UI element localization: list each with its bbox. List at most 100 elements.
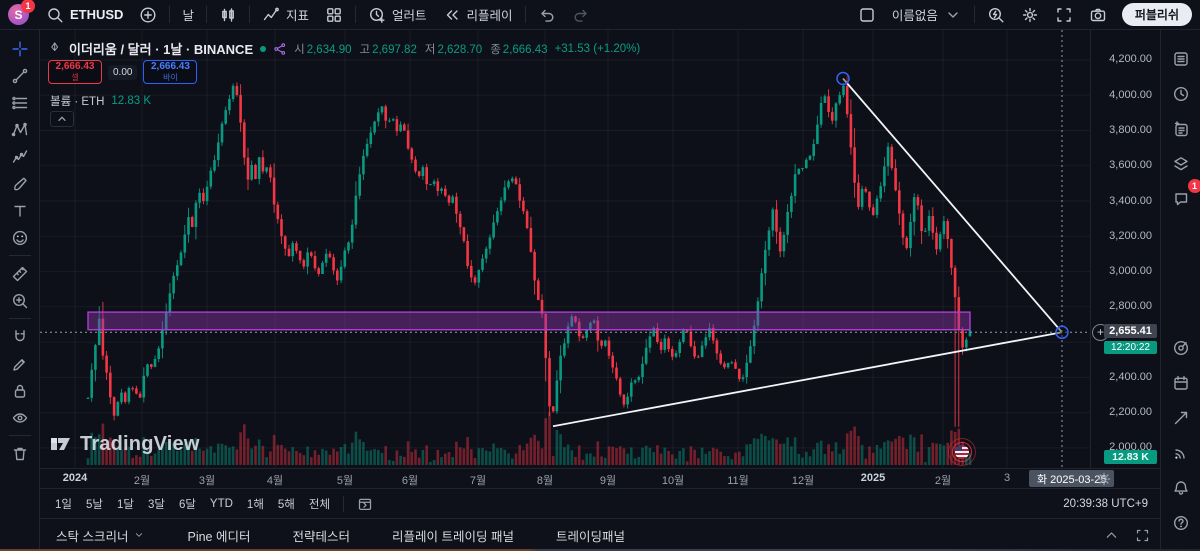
- range-button-1달[interactable]: 1달: [116, 498, 134, 511]
- fullscreen-button[interactable]: [1048, 3, 1080, 27]
- symbol-title[interactable]: 이더리움 / 달러 · 1날 · BINANCE: [50, 39, 253, 58]
- xabcd-pattern-tool[interactable]: [6, 116, 33, 143]
- range-button-전체[interactable]: 전체: [308, 498, 331, 511]
- axis-settings-gear-icon[interactable]: [1096, 471, 1112, 487]
- bottom-tab[interactable]: 스탁 스크리너: [56, 526, 145, 545]
- bottom-tab[interactable]: 전략테스터: [292, 526, 350, 545]
- xabcd-pattern-tool-icon: [11, 121, 29, 139]
- redo-button[interactable]: [565, 3, 597, 27]
- bottom-tab[interactable]: Pine 에디터: [187, 526, 250, 545]
- price-tick-label: 3,600.00: [1109, 159, 1152, 172]
- range-button-6달[interactable]: 6달: [178, 498, 196, 511]
- symbol-search-button[interactable]: ETHUSD: [39, 3, 130, 27]
- alerts-clock-button[interactable]: [1166, 79, 1196, 109]
- crosshair-tool[interactable]: [6, 35, 33, 62]
- publish-button[interactable]: 퍼블리쉬: [1121, 3, 1192, 26]
- drawing-mode-tool-icon: [11, 355, 29, 373]
- brush-tool[interactable]: [6, 170, 33, 197]
- spread-value: 0.00: [108, 64, 138, 80]
- save-layout-button[interactable]: [851, 3, 883, 27]
- strategy-path-icon: [1172, 409, 1190, 427]
- magnet-tool[interactable]: [6, 323, 33, 350]
- interval-button[interactable]: 날: [175, 3, 201, 27]
- range-button-5해[interactable]: 5해: [277, 498, 295, 511]
- price-tick-label: 4,000.00: [1109, 88, 1152, 101]
- undo-button[interactable]: [531, 3, 563, 27]
- hide-drawings-tool[interactable]: [6, 404, 33, 431]
- fib-lines-tool-icon: [11, 94, 29, 112]
- layout-name-label: 이름없음: [891, 9, 938, 23]
- toolbar-divider: [8, 255, 31, 256]
- drawing-mode-tool[interactable]: [6, 350, 33, 377]
- ohlc-values: 시 2,634.90 고 2,697.82 저 2,628.70 종 2,666.43: [294, 41, 547, 57]
- calendar-button[interactable]: [1166, 368, 1196, 398]
- time-tick-label: 2024: [62, 472, 88, 484]
- volume-value: 12.83 K: [111, 95, 152, 107]
- buy-button[interactable]: 2,666.43 바이: [143, 60, 198, 84]
- drawing-anchor-marker: [1055, 325, 1069, 340]
- quick-search-icon: [987, 6, 1005, 24]
- lock-drawings-tool[interactable]: [6, 377, 33, 404]
- share-nodes-icon[interactable]: [273, 42, 287, 56]
- help-button[interactable]: [1166, 508, 1196, 538]
- watchlist-button[interactable]: [1166, 44, 1196, 74]
- toolbar-separator: [354, 6, 356, 23]
- emoji-tool[interactable]: [6, 224, 33, 251]
- settings-button[interactable]: [1014, 3, 1046, 27]
- maximize-panel-icon[interactable]: [1135, 528, 1150, 543]
- alerts-clock-icon: [1172, 85, 1190, 103]
- notes-icon: [1172, 120, 1190, 138]
- indicators-button[interactable]: 지표: [255, 3, 316, 27]
- bottom-tab[interactable]: 리플레이 트레이딩 패널: [392, 526, 514, 545]
- range-button-1해[interactable]: 1해: [246, 498, 264, 511]
- ruler-tool[interactable]: [6, 260, 33, 287]
- chart-canvas[interactable]: 이더리움 / 달러 · 1날 · BINANCE 시 2,634.90 고 2,697…: [40, 30, 1090, 468]
- layout-name-button[interactable]: 이름없음: [885, 3, 969, 27]
- magnet-tool-icon: [11, 328, 29, 346]
- replay-button[interactable]: 리플레이: [436, 3, 520, 27]
- streams-button[interactable]: [1166, 438, 1196, 468]
- ohlc-item: 종 2,666.43: [490, 43, 548, 56]
- avatar-letter: S: [14, 7, 23, 22]
- strategy-path-button[interactable]: [1166, 403, 1196, 433]
- elliott-wave-tool[interactable]: [6, 143, 33, 170]
- range-button-ytd[interactable]: YTD: [209, 497, 233, 510]
- time-axis[interactable]: 2024 2월 3월 4월 5월 6월 7월 8월 9월 10월 11월 12월 2025 2월 3 화 2…: [40, 468, 1160, 488]
- range-button-1일[interactable]: 1일: [55, 498, 72, 511]
- quick-search-button[interactable]: [980, 3, 1012, 27]
- elliott-wave-tool-icon: [11, 148, 29, 166]
- trend-line-tool[interactable]: [6, 62, 33, 89]
- notes-button[interactable]: [1166, 114, 1196, 144]
- remove-drawings-tool[interactable]: [6, 440, 33, 467]
- zoom-in-tool[interactable]: [6, 287, 33, 314]
- fib-lines-tool[interactable]: [6, 89, 33, 116]
- screener-radar-button[interactable]: [1166, 333, 1196, 363]
- calendar-icon: [1172, 374, 1190, 392]
- ohlc-item: 고 2,697.82: [359, 43, 417, 56]
- object-tree-button[interactable]: [1166, 149, 1196, 179]
- chevron-down-icon: [133, 529, 145, 541]
- notifications-bell-button[interactable]: [1166, 473, 1196, 503]
- compare-add-button[interactable]: [132, 3, 164, 27]
- price-axis[interactable]: 4,200.00 4,000.00 3,800.00 3,600.00 3,400.00…: [1090, 30, 1160, 468]
- bottom-tab[interactable]: 트레이딩패널: [556, 526, 625, 545]
- time-tick-label: 2025: [860, 472, 886, 484]
- clock-utc[interactable]: 20:39:38 UTC+9: [1063, 497, 1148, 510]
- layout-grid-button[interactable]: [318, 3, 350, 27]
- range-button-5날[interactable]: 5날: [85, 498, 103, 511]
- range-button-3달[interactable]: 3달: [147, 498, 165, 511]
- candlestick-chart: [40, 30, 1090, 468]
- expand-panel-icon[interactable]: [1104, 528, 1119, 543]
- goto-date-button[interactable]: [350, 492, 380, 516]
- chart-type-button[interactable]: [212, 3, 244, 27]
- alert-clock-icon: [368, 6, 386, 24]
- pane-collapse-button[interactable]: [50, 111, 74, 127]
- alert-button[interactable]: 얼러트: [361, 3, 434, 27]
- top-toolbar-right: 이름없음 퍼블리쉬: [851, 3, 1192, 27]
- chat-button[interactable]: 1: [1166, 179, 1200, 214]
- replay-label: 리플레이: [466, 9, 513, 23]
- sell-button[interactable]: 2,666.43 셀: [48, 60, 102, 84]
- text-tool[interactable]: [6, 197, 33, 224]
- user-avatar[interactable]: S 1: [8, 0, 35, 25]
- snapshot-button[interactable]: [1082, 3, 1114, 27]
